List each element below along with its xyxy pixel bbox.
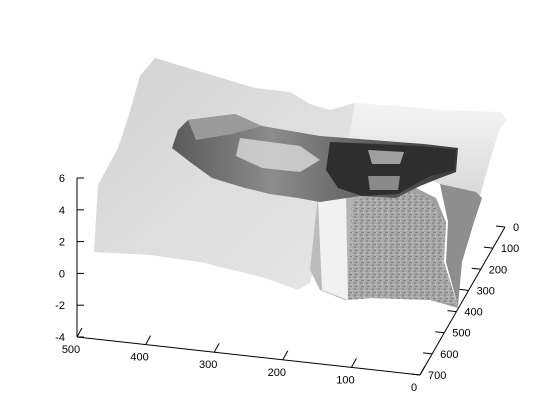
y-tick-mark bbox=[483, 246, 493, 249]
surface-object-dark-face bbox=[326, 142, 456, 196]
y-tick-label: 500 bbox=[452, 328, 470, 340]
surface-object-label bbox=[368, 150, 404, 164]
z-tick-label: 4 bbox=[59, 205, 65, 217]
surface-object-highlight bbox=[236, 138, 320, 172]
y-tick-label: 0 bbox=[513, 222, 519, 234]
y-tick-label: 600 bbox=[440, 349, 458, 361]
x-tick-mark bbox=[76, 327, 83, 338]
x-tick-label: 300 bbox=[199, 359, 217, 371]
y-tick-mark bbox=[447, 310, 457, 313]
z-tick-label: 2 bbox=[59, 237, 65, 249]
y-tick-label: 300 bbox=[477, 285, 495, 297]
surface-object-top bbox=[188, 114, 262, 140]
z-tick-label: -2 bbox=[55, 300, 65, 312]
y-tick-mark bbox=[471, 267, 481, 270]
surface-object-label-2 bbox=[368, 176, 400, 190]
surface-image bbox=[94, 58, 507, 308]
z-axis-ticks: -4 -2 0 2 4 6 bbox=[55, 173, 84, 344]
y-tick-label: 100 bbox=[501, 243, 519, 255]
surface-side-edge bbox=[440, 184, 482, 306]
x-tick-label: 400 bbox=[130, 352, 148, 364]
x-axis-line bbox=[76, 336, 421, 376]
y-tick-label: 400 bbox=[464, 307, 482, 319]
x-tick-mark bbox=[350, 358, 357, 368]
surface-speckled-wall bbox=[348, 190, 458, 306]
y-tick-mark bbox=[459, 288, 469, 291]
y-tick-mark bbox=[423, 352, 433, 355]
y-axis bbox=[419, 226, 506, 376]
x-tick-label: 0 bbox=[411, 382, 417, 394]
x-tick-label: 100 bbox=[336, 374, 354, 386]
y-axis-ticks: 0 100 200 300 400 500 600 700 bbox=[410, 222, 519, 382]
z-tick-label: 6 bbox=[59, 173, 65, 185]
x-axis bbox=[76, 336, 421, 376]
x-tick-mark bbox=[213, 342, 220, 353]
y-tick-mark bbox=[495, 225, 506, 228]
x-tick-mark bbox=[145, 335, 152, 345]
y-axis-line bbox=[419, 226, 506, 376]
y-tick-label: 700 bbox=[428, 370, 446, 382]
y-tick-mark bbox=[435, 331, 445, 334]
surface-vertical-band bbox=[318, 196, 348, 300]
z-tick-label: 0 bbox=[59, 268, 65, 280]
x-tick-mark bbox=[282, 350, 289, 361]
x-tick-label: 500 bbox=[62, 344, 80, 356]
x-tick-label: 200 bbox=[268, 367, 286, 379]
y-tick-mark bbox=[410, 373, 421, 376]
y-tick-label: 200 bbox=[489, 264, 507, 276]
z-tick-label: -4 bbox=[55, 332, 65, 344]
x-axis-ticks: 0 100 200 300 400 500 bbox=[62, 327, 426, 394]
